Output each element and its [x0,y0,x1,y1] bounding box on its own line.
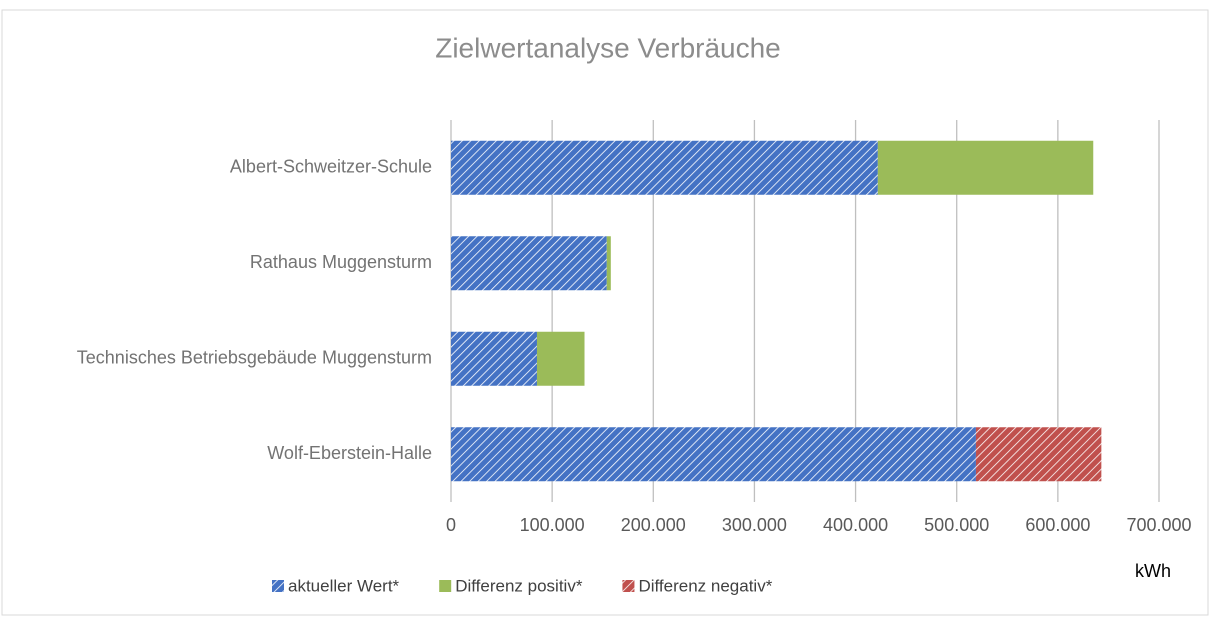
chart-border [1,9,1209,616]
x-tick-label: 200.000 [621,515,686,535]
legend-swatch [439,580,452,592]
x-tick-label: 0 [446,515,456,535]
legend-swatch [622,580,635,592]
bar-segment [606,236,611,291]
y-tick-label: Rathaus Muggensturm [250,252,432,272]
y-tick-label: Albert-Schweitzer-Schule [230,157,432,177]
legend-label: Differenz positiv* [455,576,583,595]
bar-segment [451,236,607,291]
bar-segment [451,140,878,195]
bar-segment [451,427,976,482]
x-tick-label: 600.000 [1025,515,1090,535]
y-tick-label: Wolf-Eberstein-Halle [267,443,432,463]
bar-segment [536,331,585,386]
x-axis-label: kWh [1135,561,1171,581]
bar-segment [975,427,1102,482]
y-tick-label: Technisches Betriebsgebäude Muggensturm [77,348,432,368]
bar-segment [451,331,537,386]
legend-label: Differenz negativ* [638,576,772,595]
x-tick-label: 300.000 [722,515,787,535]
legend-label: aktueller Wert* [288,576,400,595]
x-tick-label: 100.000 [520,515,585,535]
bar-segment [877,140,1094,195]
x-tick-label: 400.000 [823,515,888,535]
x-tick-label: 500.000 [924,515,989,535]
chart-title: Zielwertanalyse Verbräuche [435,32,781,63]
legend-swatch [272,580,284,592]
x-tick-label: 700.000 [1126,515,1191,535]
